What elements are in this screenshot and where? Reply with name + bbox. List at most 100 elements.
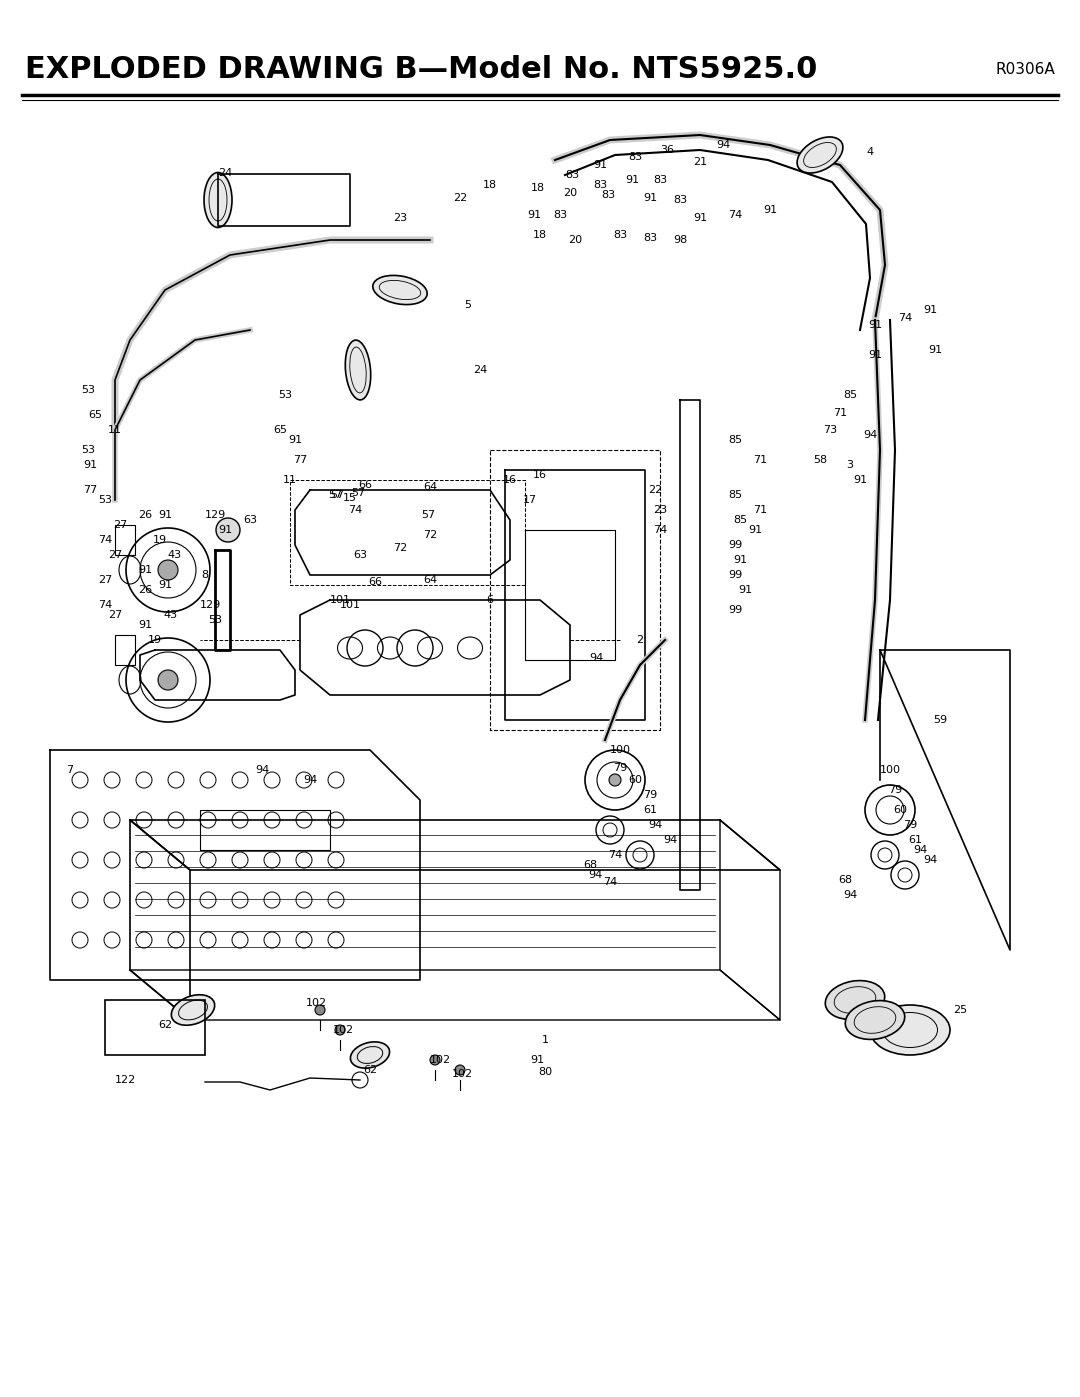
Text: 53: 53	[81, 446, 95, 455]
Text: 22: 22	[648, 485, 662, 495]
Text: 102: 102	[430, 1055, 450, 1065]
Text: 53: 53	[81, 386, 95, 395]
Text: 26: 26	[138, 585, 152, 595]
Text: 62: 62	[363, 1065, 377, 1076]
Text: 68: 68	[838, 875, 852, 886]
Text: 20: 20	[568, 235, 582, 244]
Text: 57: 57	[421, 510, 435, 520]
Text: 2: 2	[636, 636, 644, 645]
Text: 98: 98	[673, 235, 687, 244]
Circle shape	[430, 1055, 440, 1065]
Text: 91: 91	[748, 525, 762, 535]
Text: 91: 91	[158, 510, 172, 520]
Text: 7: 7	[67, 766, 73, 775]
Text: 100: 100	[609, 745, 631, 754]
Text: 57: 57	[328, 490, 342, 500]
Text: 36: 36	[660, 145, 674, 155]
Text: 27: 27	[98, 576, 112, 585]
Text: R0306A: R0306A	[996, 63, 1055, 77]
Text: 73: 73	[823, 425, 837, 434]
Text: 19: 19	[148, 636, 162, 645]
Text: 65: 65	[87, 409, 102, 420]
Text: 91: 91	[593, 161, 607, 170]
Text: 94: 94	[648, 820, 662, 830]
Text: 74: 74	[98, 599, 112, 610]
Text: 58: 58	[813, 455, 827, 465]
Text: 91: 91	[868, 351, 882, 360]
Text: 57: 57	[329, 490, 345, 500]
Text: 11: 11	[108, 425, 122, 434]
Text: 61: 61	[908, 835, 922, 845]
Text: 85: 85	[842, 390, 858, 400]
Text: 99: 99	[728, 541, 742, 550]
Ellipse shape	[825, 981, 885, 1020]
Text: 11: 11	[283, 475, 297, 485]
Text: 102: 102	[306, 997, 326, 1009]
Text: 91: 91	[530, 1055, 544, 1065]
Text: 8: 8	[202, 570, 208, 580]
Bar	[114, 636, 135, 665]
Ellipse shape	[346, 339, 370, 400]
Text: 71: 71	[753, 455, 767, 465]
Text: 43: 43	[163, 610, 177, 620]
Text: 25: 25	[953, 1004, 967, 1016]
Text: 83: 83	[673, 196, 687, 205]
Text: 83: 83	[627, 152, 643, 162]
Text: 1: 1	[541, 1035, 549, 1045]
Text: 91: 91	[643, 193, 657, 203]
Text: 15: 15	[343, 493, 357, 503]
Text: 71: 71	[753, 504, 767, 515]
Ellipse shape	[373, 275, 428, 305]
Text: 94: 94	[842, 890, 858, 900]
Bar	[114, 525, 135, 555]
Text: 66: 66	[368, 577, 382, 587]
Text: 91: 91	[83, 460, 97, 469]
Bar	[200, 810, 330, 849]
Text: 102: 102	[333, 1025, 353, 1035]
Text: 62: 62	[158, 1020, 172, 1030]
Text: 83: 83	[643, 233, 657, 243]
Text: 79: 79	[643, 789, 657, 800]
Text: 27: 27	[113, 520, 127, 529]
Text: 63: 63	[353, 550, 367, 560]
Text: 129: 129	[204, 510, 226, 520]
Text: 53: 53	[208, 615, 222, 624]
Text: 94: 94	[255, 766, 269, 775]
Text: 23: 23	[653, 504, 667, 515]
Text: 74: 74	[653, 525, 667, 535]
Text: 94: 94	[716, 140, 730, 149]
Ellipse shape	[172, 995, 215, 1025]
Text: 4: 4	[866, 147, 874, 156]
Circle shape	[315, 1004, 325, 1016]
Text: 94: 94	[588, 870, 603, 880]
Text: EXPLODED DRAWING B—Model No. NTS5925.0: EXPLODED DRAWING B—Model No. NTS5925.0	[25, 56, 818, 84]
Text: 17: 17	[523, 495, 537, 504]
Circle shape	[335, 1025, 345, 1035]
Text: 18: 18	[531, 183, 545, 193]
Text: 99: 99	[728, 605, 742, 615]
Text: 53: 53	[278, 390, 292, 400]
Text: 22: 22	[453, 193, 468, 203]
Text: 77: 77	[83, 485, 97, 495]
Text: 129: 129	[200, 599, 220, 610]
Ellipse shape	[350, 1042, 390, 1069]
Text: 72: 72	[393, 543, 407, 553]
Text: 23: 23	[393, 212, 407, 224]
Text: 94: 94	[863, 430, 877, 440]
Text: 3: 3	[847, 460, 853, 469]
Ellipse shape	[870, 1004, 950, 1055]
Text: 85: 85	[733, 515, 747, 525]
Text: 83: 83	[613, 231, 627, 240]
Text: 59: 59	[933, 715, 947, 725]
Text: 79: 79	[612, 763, 627, 773]
Text: 79: 79	[903, 820, 917, 830]
Text: 61: 61	[643, 805, 657, 814]
Text: 60: 60	[627, 775, 642, 785]
Text: 91: 91	[527, 210, 541, 219]
Text: 19: 19	[153, 535, 167, 545]
Text: 91: 91	[158, 580, 172, 590]
Text: 65: 65	[273, 425, 287, 434]
Text: 94: 94	[663, 835, 677, 845]
Text: 20: 20	[563, 189, 577, 198]
Text: 80: 80	[538, 1067, 552, 1077]
